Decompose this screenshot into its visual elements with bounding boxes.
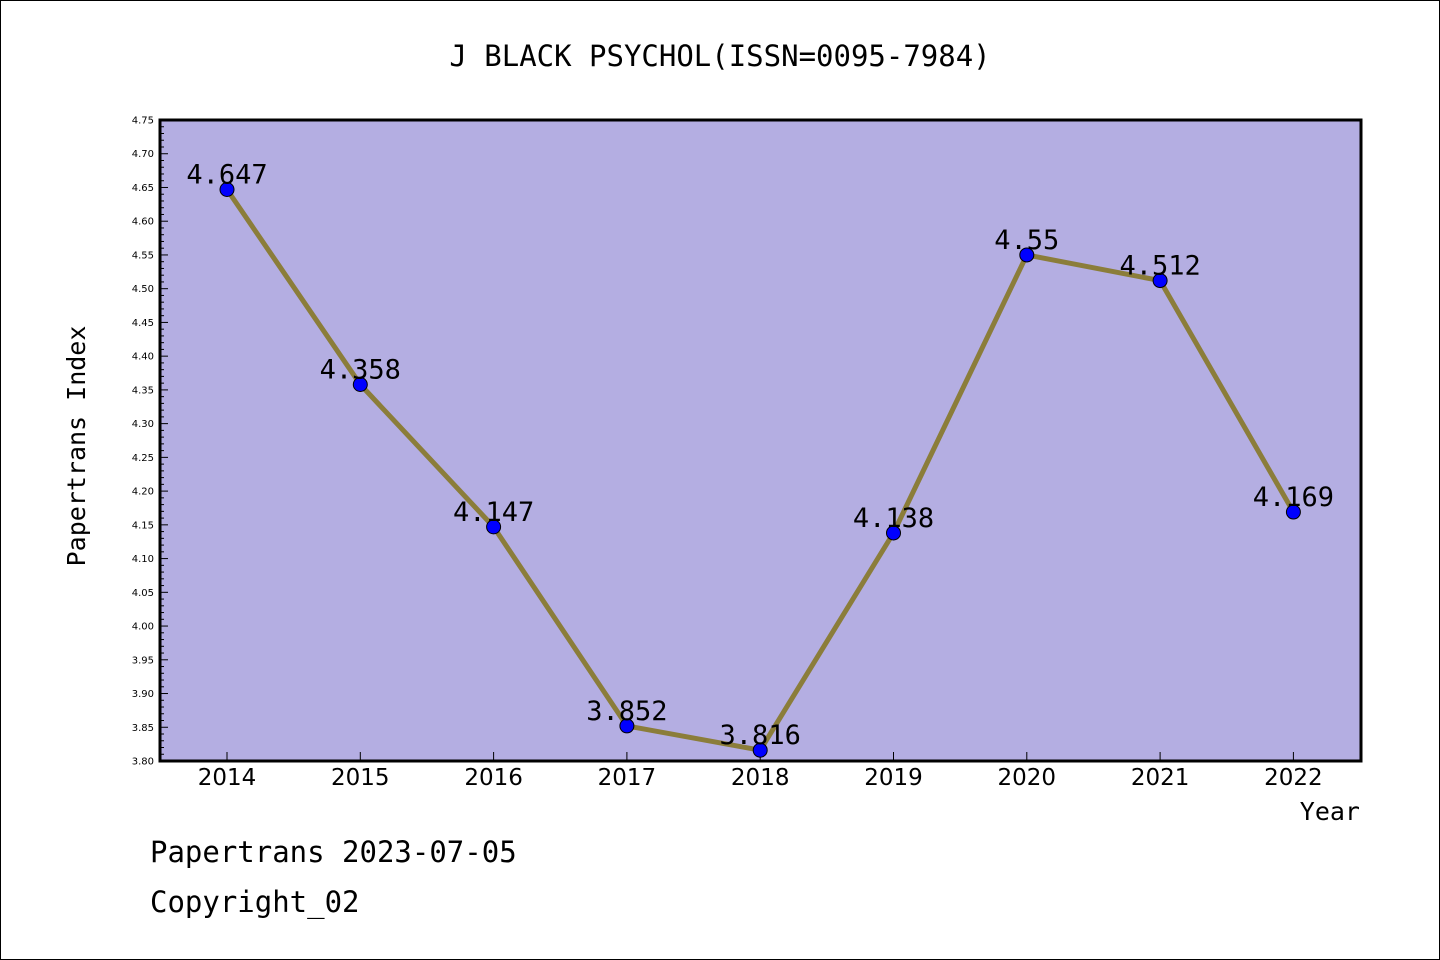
y-tick-label: 3.95 — [132, 655, 154, 666]
data-point-2018 — [752, 742, 768, 758]
y-tick-label: 4.75 — [132, 116, 154, 127]
chart-title: J BLACK PSYCHOL(ISSN=0095-7984) — [449, 39, 990, 73]
x-tick-label: 2022 — [1264, 765, 1323, 791]
data-label-2018: 3.816 — [720, 720, 801, 751]
y-tick-label: 4.45 — [132, 318, 154, 329]
data-point-2017 — [619, 718, 635, 734]
footer-date: Papertrans 2023-07-05 — [150, 835, 517, 869]
y-tick-label: 3.85 — [132, 723, 154, 734]
data-point-2016 — [486, 519, 502, 535]
x-tick-label: 2019 — [864, 765, 923, 791]
data-label-2021: 4.512 — [1119, 251, 1200, 282]
x-tick-label: 2021 — [1131, 765, 1190, 791]
data-label-2019: 4.138 — [853, 503, 934, 534]
y-axis: 3.80 3.85 3.90 3.95 4.00 4.05 4.10 4.15 4.20 4.25… — [132, 116, 168, 768]
y-tick-label: 4.20 — [132, 487, 154, 498]
y-tick-label: 4.10 — [132, 554, 154, 565]
x-tick-label: 2020 — [998, 765, 1057, 791]
data-point-2022 — [1285, 504, 1301, 520]
y-tick-label: 4.15 — [132, 520, 154, 531]
x-tick-label: 2017 — [598, 765, 657, 791]
data-point-2021 — [1152, 273, 1168, 289]
y-tick-label: 4.55 — [132, 250, 154, 261]
data-point-2015 — [352, 376, 368, 392]
y-tick-label: 4.70 — [132, 149, 154, 160]
plot-area — [158, 118, 1363, 763]
y-tick-label: 4.50 — [132, 284, 154, 295]
y-tick-label: 4.05 — [132, 588, 154, 599]
x-tick-label: 2014 — [198, 765, 257, 791]
y-tick-label: 4.30 — [132, 419, 154, 430]
x-axis-label: Year — [1300, 797, 1360, 826]
x-axis: 2014 2015 2016 2017 2018 2019 2020 2021 2022 — [198, 752, 1323, 791]
y-tick-label: 4.40 — [132, 352, 154, 363]
y-tick-label: 4.00 — [132, 622, 154, 633]
data-point-2019 — [886, 525, 901, 541]
data-label-2016: 4.147 — [453, 497, 534, 528]
y-tick-label: 4.25 — [132, 453, 154, 464]
x-tick-label: 2016 — [464, 765, 523, 791]
data-label-2015: 4.358 — [320, 354, 401, 385]
data-label-2017: 3.852 — [586, 696, 667, 727]
y-tick-label: 4.60 — [132, 217, 154, 228]
data-labels: 4.647 4.358 4.147 3.852 3.816 4.138 4.55 4.512 4… — [186, 159, 1334, 751]
markers — [219, 181, 1301, 758]
data-label-2020: 4.55 — [994, 225, 1059, 256]
x-tick-label: 2018 — [731, 765, 790, 791]
data-label-2022: 4.169 — [1253, 482, 1334, 513]
x-tick-label: 2015 — [331, 765, 390, 791]
data-label-2014: 4.647 — [186, 159, 267, 190]
data-point-2020 — [1019, 247, 1035, 263]
y-axis-label: Papertrans Index — [62, 326, 91, 567]
footer-copyright: Copyright_02 — [150, 885, 360, 919]
y-tick-label: 3.90 — [132, 689, 154, 700]
y-tick-label: 4.35 — [132, 385, 154, 396]
data-point-2014 — [219, 181, 235, 197]
y-tick-label: 3.80 — [132, 757, 154, 768]
y-tick-label: 4.65 — [132, 183, 154, 194]
